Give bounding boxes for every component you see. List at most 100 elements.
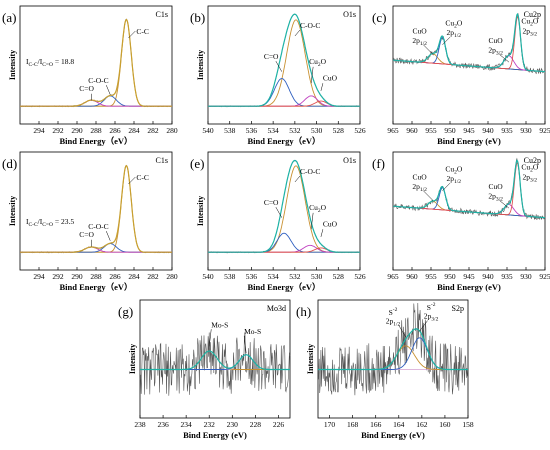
svg-text:2p3/2: 2p3/2 [488, 191, 503, 202]
annotation-leader [275, 206, 283, 218]
x-tick-label: 536 [246, 126, 258, 135]
core-level-label: O1s [343, 156, 356, 165]
x-tick-label: 282 [147, 272, 159, 281]
x-tick-label: 280 [166, 272, 178, 281]
x-tick-label: 532 [289, 126, 301, 135]
raw-spectrum [20, 165, 173, 254]
x-tick-label: 935 [501, 126, 513, 135]
x-tick-label: 526 [354, 126, 366, 135]
x-tick-label: 228 [250, 420, 262, 429]
x-tick-label: 960 [406, 272, 418, 281]
x-axis-label: Bind Energy（eV） [248, 282, 321, 292]
x-tick-label: 162 [416, 420, 428, 429]
panel-e: (e) O1s 540 538 536 534 532 530 528 526 Bind Energ… [190, 151, 366, 292]
x-tick-label: 286 [109, 272, 121, 281]
svg-text:2p1/2: 2p1/2 [447, 28, 462, 39]
x-tick-label: 236 [157, 420, 169, 429]
panel-label: (e) [190, 156, 204, 171]
x-tick-label: 292 [52, 126, 64, 135]
x-axis-label: Bind Energy（eV） [248, 136, 321, 146]
x-tick-label: 280 [166, 126, 178, 135]
svg-text:Cu2O: Cu2O [445, 165, 463, 176]
component-peak [208, 244, 360, 253]
x-tick-label: 955 [425, 126, 437, 135]
x-axis-label: Bind Energy (eV) [437, 136, 501, 146]
svg-text:S-2: S-2 [389, 307, 398, 317]
x-tick-label: 166 [370, 420, 382, 429]
panel-g: (g) Mo3d 238 236 234 232 230 228 226 Bind Energy … [118, 299, 291, 440]
y-axis-label: Intensity [8, 196, 17, 226]
panel-b: (b) O1s 540 538 536 534 532 530 528 526 Bind Energ… [190, 5, 366, 146]
fit-envelope [208, 13, 360, 107]
x-tick-label: 930 [520, 126, 532, 135]
x-tick-label: 540 [202, 126, 214, 135]
x-tick-label: 292 [52, 272, 64, 281]
annotation-leader [320, 229, 324, 237]
x-tick-label: 528 [333, 272, 345, 281]
svg-text:Cu2O: Cu2O [309, 203, 327, 214]
panel-label: (a) [2, 10, 16, 25]
component-peak [208, 232, 360, 253]
core-level-label: Cu2p [524, 10, 541, 19]
x-tick-label: 536 [246, 272, 258, 281]
peak-annotation: C=O [79, 84, 94, 93]
peak-annotation: C-O-C [300, 167, 320, 176]
plot-frame [317, 299, 469, 419]
core-level-label: C1s [156, 10, 168, 19]
core-level-label: S2p [452, 304, 464, 313]
x-tick-label: 945 [463, 272, 475, 281]
x-tick-label: 282 [147, 126, 159, 135]
x-tick-label: 288 [90, 272, 102, 281]
component-peak [208, 95, 360, 107]
annotation-leader [294, 29, 301, 37]
plot-frame [207, 151, 361, 271]
y-axis-label: Intensity [128, 344, 137, 374]
peak-annotation: C=O [264, 52, 279, 61]
annotation-leader [320, 83, 324, 91]
svg-text:2p3/2: 2p3/2 [523, 172, 538, 183]
core-level-label: Mo3d [267, 304, 286, 313]
svg-text:CuO: CuO [413, 172, 428, 181]
x-tick-label: 538 [224, 272, 236, 281]
x-tick-label: 234 [181, 420, 193, 429]
peak-annotation: C-C [136, 27, 149, 36]
svg-text:IC-C/IC=O = 18.8: IC-C/IC=O = 18.8 [26, 57, 74, 68]
x-axis-label: Bind Energy（eV） [60, 282, 133, 292]
x-tick-label: 226 [273, 420, 285, 429]
x-tick-label: 960 [406, 126, 418, 135]
x-tick-label: 950 [444, 272, 456, 281]
annotation-leader [243, 335, 247, 354]
annotation-leader [442, 182, 451, 191]
annotation-leader [398, 325, 406, 338]
x-tick-label: 534 [268, 126, 280, 135]
panel-label: (h) [296, 304, 311, 319]
x-tick-label: 290 [71, 126, 83, 135]
core-level-label: O1s [343, 10, 356, 19]
peak-annotation: Mo-S [211, 320, 228, 329]
core-level-label: Cu2p [524, 156, 541, 165]
svg-text:2p1/2: 2p1/2 [447, 174, 462, 185]
peak-annotation: C=O [79, 230, 94, 239]
x-axis-label: Bind Energy (eV) [361, 430, 425, 440]
raw-spectrum [317, 302, 469, 396]
x-tick-label: 286 [109, 126, 121, 135]
annotation-leader [499, 54, 510, 63]
peak-annotation: Mo-S [244, 327, 261, 336]
y-axis-label: Intensity [196, 196, 205, 226]
panel-label: (c) [372, 10, 386, 25]
panel-label: (f) [372, 156, 385, 171]
svg-text:Cu2O: Cu2O [445, 19, 463, 30]
x-tick-label: 526 [354, 272, 366, 281]
fit-envelope [140, 350, 290, 371]
peak-annotation: CuO [323, 219, 338, 228]
x-tick-label: 534 [268, 272, 280, 281]
annotation-leader [208, 329, 212, 347]
plot-frame [139, 299, 291, 419]
annotation-leader [128, 30, 136, 39]
x-tick-label: 158 [462, 420, 474, 429]
x-tick-label: 935 [501, 272, 513, 281]
peak-annotation: C-O-C [300, 21, 320, 30]
x-axis-label: Bind Energy (eV) [183, 430, 247, 440]
panel-label: (g) [118, 304, 133, 319]
